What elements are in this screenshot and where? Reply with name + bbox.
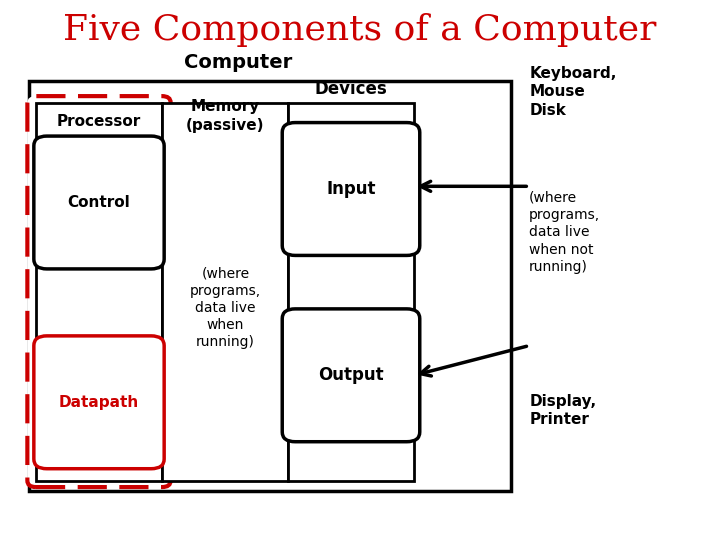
Text: Devices: Devices [315,80,388,98]
FancyBboxPatch shape [27,96,171,487]
FancyBboxPatch shape [282,123,420,255]
Text: Display,
Printer: Display, Printer [529,394,596,427]
FancyBboxPatch shape [288,103,414,481]
Text: Computer: Computer [184,52,292,72]
Text: Keyboard,
Mouse
Disk: Keyboard, Mouse Disk [529,66,616,118]
FancyBboxPatch shape [34,336,164,469]
Text: Input: Input [327,180,376,198]
Text: Five Components of a Computer: Five Components of a Computer [63,13,657,46]
Text: (where
programs,
data live
when
running): (where programs, data live when running) [190,266,261,349]
FancyBboxPatch shape [36,103,162,481]
Text: Datapath: Datapath [58,395,139,410]
Text: Control: Control [67,195,130,210]
FancyBboxPatch shape [34,136,164,269]
FancyBboxPatch shape [282,309,420,442]
Text: Output: Output [318,366,384,384]
FancyBboxPatch shape [29,81,511,491]
Text: Memory
(passive): Memory (passive) [186,99,265,133]
Text: Processor: Processor [56,114,141,129]
Text: (where
programs,
data live
when not
running): (where programs, data live when not runn… [529,191,600,274]
FancyBboxPatch shape [162,103,288,481]
